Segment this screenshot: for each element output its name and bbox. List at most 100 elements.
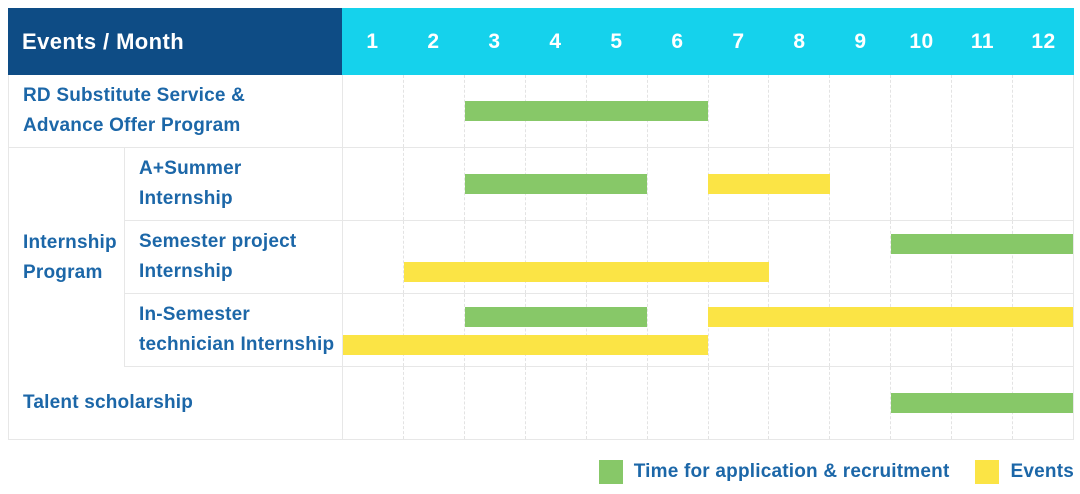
month-cell [769, 75, 831, 147]
gantt-bar-recruitment-months-3-to-5 [464, 307, 648, 327]
table-row: RD Substitute Service & Advance Offer Pr… [9, 75, 1073, 148]
table-row: Talent scholarship [9, 367, 1073, 440]
month-cell [891, 75, 953, 147]
month-cell [952, 148, 1014, 220]
month-header-4: 4 [549, 29, 562, 53]
month-cell [1013, 221, 1073, 293]
table-body: RD Substitute Service & Advance Offer Pr… [8, 75, 1074, 440]
month-cell [1013, 75, 1073, 147]
month-header-8: 8 [793, 29, 806, 53]
gantt-bar-recruitment-months-10-to-12 [890, 393, 1073, 413]
month-cell [769, 294, 831, 366]
month-cell [830, 367, 892, 439]
gantt-track-semester-project-internship [343, 221, 1073, 293]
row-label-semester-project-internship: Semester project Internship [125, 221, 343, 293]
gantt-bar-events-months-2-to-7 [403, 262, 769, 282]
month-cell [587, 294, 648, 366]
gantt-bar-events-months-7-to-8 [708, 174, 830, 194]
gantt-bar-events-months-7-to-12 [708, 307, 1073, 327]
month-cell [343, 148, 404, 220]
month-cell [343, 75, 404, 147]
group-subrows: A+Summer Internship Semester project Int… [125, 148, 1073, 367]
month-cell [648, 75, 709, 147]
month-cell [465, 367, 526, 439]
month-cell [526, 294, 587, 366]
month-cell [830, 221, 892, 293]
month-cell [648, 148, 709, 220]
month-cell [769, 148, 831, 220]
month-cell [404, 148, 465, 220]
gantt-table: Events / Month 1 2 3 4 5 6 7 8 9 10 11 12 RD Substi… [8, 8, 1074, 440]
month-cell [1013, 148, 1073, 220]
month-header-2: 2 [427, 29, 440, 53]
month-cell [769, 221, 831, 293]
month-gridlines [343, 221, 1073, 293]
month-header-12: 12 [1031, 29, 1056, 53]
gantt-bar-recruitment-months-10-to-12 [890, 234, 1073, 254]
row-label-a-plus-summer-internship: A+Summer Internship [125, 148, 343, 220]
month-cell [343, 294, 404, 366]
gantt-track-rd-substitute-service [343, 75, 1073, 147]
month-cell [404, 367, 465, 439]
month-cell [465, 221, 526, 293]
month-header-10: 10 [909, 29, 934, 53]
month-cell [343, 367, 404, 439]
month-cell [587, 367, 648, 439]
month-cell [526, 367, 587, 439]
legend-swatch-green [598, 460, 623, 484]
month-header-3: 3 [488, 29, 501, 53]
legend-swatch-yellow [975, 460, 1000, 484]
month-cell [830, 294, 892, 366]
month-cell [404, 221, 465, 293]
month-cell [343, 221, 404, 293]
gantt-bar-recruitment-months-3-to-5 [464, 174, 648, 194]
month-cell [769, 367, 831, 439]
month-header-5: 5 [610, 29, 623, 53]
legend-item-recruitment: Time for application & recruitment [598, 460, 950, 484]
row-label-talent-scholarship: Talent scholarship [9, 367, 343, 439]
table-row: Semester project Internship [125, 221, 1073, 294]
gantt-track-talent-scholarship [343, 367, 1073, 439]
month-cell [952, 294, 1014, 366]
month-cell [709, 294, 770, 366]
month-header-9: 9 [854, 29, 867, 53]
header-title: Events / Month [8, 8, 342, 75]
month-cell [830, 148, 892, 220]
row-label-rd-substitute-service: RD Substitute Service & Advance Offer Pr… [9, 75, 343, 147]
month-cell [404, 294, 465, 366]
month-header-1: 1 [366, 29, 379, 53]
month-gridlines [343, 294, 1073, 366]
legend-item-events: Events [975, 460, 1074, 484]
gantt-bar-events-months-1-to-6 [343, 335, 708, 355]
legend-label-recruitment: Time for application & recruitment [633, 461, 950, 482]
month-cell [465, 294, 526, 366]
month-cell [891, 221, 953, 293]
month-header-strip: 1 2 3 4 5 6 7 8 9 10 11 12 [342, 8, 1074, 75]
month-cell [526, 221, 587, 293]
month-cell [709, 75, 770, 147]
month-cell [891, 148, 953, 220]
month-cell [952, 75, 1014, 147]
month-header-7: 7 [732, 29, 745, 53]
gantt-bar-recruitment-months-3-to-6 [464, 101, 708, 121]
month-cell [648, 221, 709, 293]
table-row: A+Summer Internship [125, 148, 1073, 221]
month-cell [587, 221, 648, 293]
month-cell [709, 367, 770, 439]
legend: Time for application & recruitment Event… [598, 460, 1074, 484]
month-cell [404, 75, 465, 147]
row-label-in-semester-technician-internship: In-Semester technician Internship [125, 294, 343, 366]
gantt-track-a-plus-summer-internship [343, 148, 1073, 220]
month-cell [830, 75, 892, 147]
month-cell [648, 294, 709, 366]
table-header: Events / Month 1 2 3 4 5 6 7 8 9 10 11 12 [8, 8, 1074, 75]
gantt-track-in-semester-technician-internship [343, 294, 1073, 366]
month-gridlines [343, 75, 1073, 147]
month-cell [648, 367, 709, 439]
table-row: In-Semester technician Internship [125, 294, 1073, 367]
month-cell [1013, 294, 1073, 366]
legend-label-events: Events [1010, 461, 1074, 482]
group-label-internship-program: Internship Program [9, 148, 125, 367]
month-cell [709, 221, 770, 293]
